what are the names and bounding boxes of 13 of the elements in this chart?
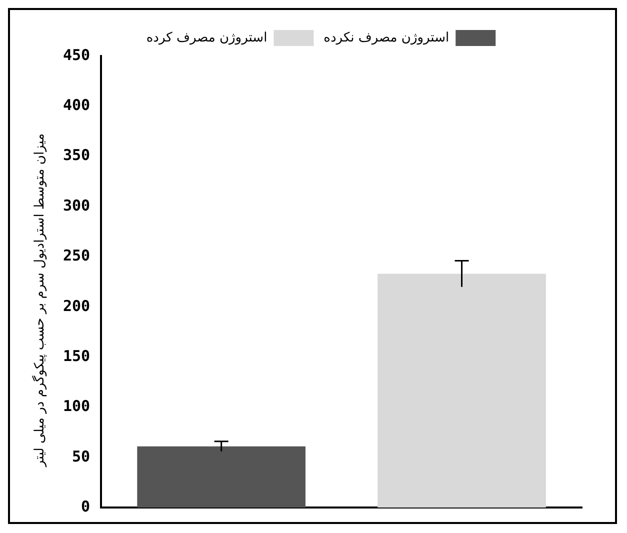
- legend-label: استروژن مصرف کرده: [146, 30, 268, 46]
- legend-label: استروژن مصرف نکرده: [324, 30, 450, 46]
- y-tick-label: 150: [63, 346, 90, 365]
- y-tick-label: 300: [63, 196, 90, 214]
- y-tick-label: 100: [63, 397, 90, 416]
- y-tick-label: 250: [63, 246, 90, 265]
- y-tick-label: 200: [63, 296, 90, 315]
- y-tick-label: 350: [63, 146, 90, 164]
- y-axis-title: میزان متوسط استرادیول سرم بر حسب پیکوگرم در میلی لیتر: [32, 132, 48, 470]
- y-tick-label: 50: [72, 447, 90, 466]
- y-tick-label: 450: [63, 46, 90, 64]
- y-tick-label: 0: [81, 497, 90, 516]
- y-tick-label: 400: [63, 96, 90, 114]
